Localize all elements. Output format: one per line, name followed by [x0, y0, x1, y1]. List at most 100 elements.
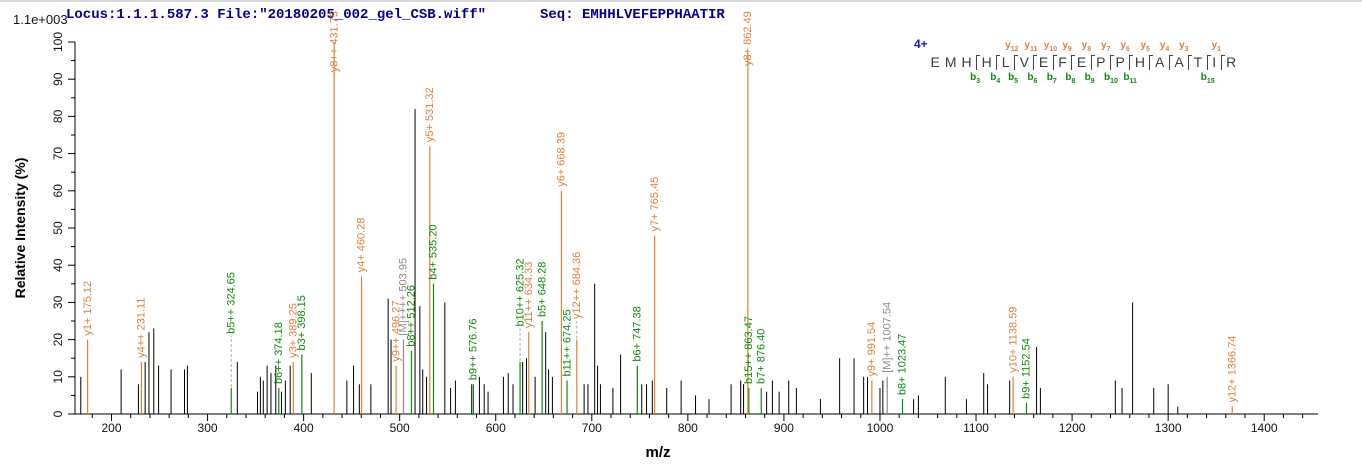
peak-label: b10++ 625.32	[514, 259, 526, 327]
b-ion-label: b15	[1200, 71, 1215, 85]
b-ion-label: b6	[1027, 71, 1038, 85]
cleavage-separator: b3	[970, 54, 980, 85]
peak-label: y12++ 684.36	[571, 252, 583, 319]
residue: I	[1212, 54, 1217, 70]
residue: P	[1115, 54, 1125, 70]
svg-text:600: 600	[486, 421, 506, 435]
peak-label: y8+ 862.49	[742, 11, 754, 66]
peak-label: b8+ 1023.47	[897, 334, 909, 395]
peak-label: b8++ 512.26	[406, 285, 418, 347]
peak-label: b5+ 648.28	[536, 262, 548, 317]
svg-text:1400: 1400	[1251, 421, 1278, 435]
peak-label: [M]++ 1007.54	[881, 302, 893, 373]
peaks-y-ions	[87, 42, 1233, 414]
b-ion-label: b5	[1008, 71, 1019, 85]
svg-text:20: 20	[51, 333, 65, 347]
peak-label: [M]++++ 503.95	[398, 258, 410, 336]
peak-label: y5+ 531.32	[424, 87, 436, 142]
intensity-scale-label: 1.1e+003	[13, 12, 68, 27]
b-ion-label: b3	[970, 71, 981, 85]
svg-text:80: 80	[51, 109, 65, 123]
peak-label: b9++ 576.76	[468, 318, 480, 380]
svg-text:1100: 1100	[963, 421, 989, 435]
residue: E	[930, 54, 940, 70]
svg-text:90: 90	[51, 72, 65, 86]
peak-label: b6++ 374.18	[273, 322, 285, 384]
y-ion-label: y12	[1005, 39, 1019, 53]
svg-text:500: 500	[390, 421, 410, 435]
svg-text:10: 10	[51, 370, 65, 384]
peak-label: y9+ 991.54	[866, 322, 878, 377]
svg-text:200: 200	[101, 421, 121, 435]
window-edge-divider	[0, 0, 1362, 2]
svg-text:1000: 1000	[867, 421, 894, 435]
y-ion-label: y9	[1062, 39, 1072, 53]
peaks-precursor-ions	[402, 339, 888, 414]
b-ion-label: b8	[1065, 71, 1076, 85]
y-axis-title: Relative Intensity (%)	[12, 158, 28, 299]
svg-text:40: 40	[51, 258, 65, 272]
peak-label: y10+ 1138.59	[1007, 307, 1019, 373]
axes	[74, 42, 1318, 415]
y-ion-label: y5	[1140, 39, 1150, 53]
svg-text:700: 700	[582, 421, 602, 435]
peak-label: b3+ 398.15	[296, 295, 308, 350]
svg-text:70: 70	[51, 147, 65, 161]
peak-label: y9++ 496.27	[390, 300, 402, 361]
peak-label: b7+ 876.40	[755, 329, 767, 384]
residue: H	[981, 54, 992, 70]
cleavage-separator: y3	[1179, 40, 1193, 71]
b-ion-label: b11	[1123, 71, 1137, 85]
b-ion-label: b4	[990, 71, 1001, 85]
residue: A	[1154, 54, 1165, 70]
peak-label: y1+ 175.12	[82, 281, 94, 336]
cleavage-separator: y8 b9	[1082, 40, 1095, 85]
svg-text:30: 30	[51, 295, 65, 309]
residue: M	[944, 54, 957, 70]
b-ion-label: b7	[1046, 71, 1057, 85]
peak-label: b5++ 324.65	[225, 272, 237, 334]
cleavage-separator: y5	[1140, 40, 1154, 71]
peak-label: b6+ 747.38	[632, 306, 644, 361]
peak-label: b15++ 863.47	[743, 316, 755, 384]
cleavage-separator: y6 b11	[1120, 40, 1137, 85]
residue: A	[1174, 54, 1184, 70]
y-ion-label: y7	[1101, 39, 1111, 53]
svg-text:400: 400	[294, 421, 314, 435]
residue: E	[1076, 54, 1087, 70]
peak-label: y6+ 668.39	[556, 132, 568, 187]
peak-label: y4+ 460.28	[356, 218, 368, 273]
peak-label: b11++ 674.25	[561, 309, 573, 376]
cleavage-separator: y11 b6	[1024, 40, 1037, 85]
axis-titles: Relative Intensity (%) m/z	[12, 158, 671, 461]
cleavage-separator: y10 b7	[1044, 40, 1057, 85]
cleavage-separator: y9 b8	[1062, 40, 1075, 85]
y-ion-label: y11	[1024, 39, 1038, 53]
residue: T	[1193, 54, 1203, 70]
peaks-b-ions	[230, 283, 1028, 414]
cleavage-separator: b4	[990, 54, 1000, 85]
peak-label: y3+ 389.25	[287, 303, 299, 358]
residue: F	[1058, 54, 1067, 70]
cleavage-separator: b15	[1201, 54, 1215, 85]
peak-label: b9+ 1152.54	[1021, 338, 1033, 399]
y-ion-label: y3	[1179, 39, 1189, 53]
y-axis: 0 10 20 30 40 50 60 70 80 90 100	[51, 32, 75, 417]
svg-text:60: 60	[51, 184, 65, 198]
peaks-unassigned	[80, 108, 1179, 414]
peak-label: y11++ 634.33	[523, 262, 535, 328]
residue: H	[961, 54, 972, 70]
peak-label: y4++ 231.11	[136, 298, 148, 358]
svg-text:100: 100	[51, 32, 65, 52]
residue: E	[1038, 54, 1049, 70]
peak-labels: [M]++++ 503.95 [M]++ 1007.54 b5++ 324.65 b6…	[82, 11, 1239, 403]
y-ion-label: y4	[1159, 39, 1170, 53]
residue: V	[1019, 54, 1029, 70]
cleavage-separator: y12 b5	[1005, 40, 1018, 85]
residue: R	[1226, 54, 1237, 70]
peak-label: y8++ 431.75	[328, 11, 340, 72]
